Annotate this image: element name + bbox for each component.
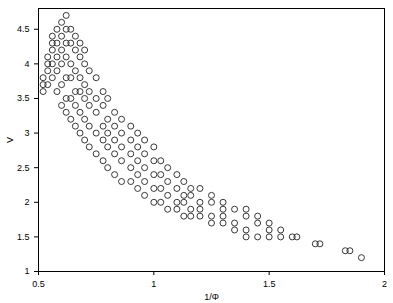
svg-text:2.5: 2.5 <box>17 163 30 173</box>
svg-text:1.5: 1.5 <box>17 232 30 242</box>
svg-text:1.5: 1.5 <box>263 279 276 289</box>
svg-text:3.5: 3.5 <box>17 93 30 103</box>
svg-text:1: 1 <box>24 266 29 276</box>
svg-text:2: 2 <box>24 197 29 207</box>
svg-text:V: V <box>5 137 15 143</box>
svg-text:3: 3 <box>24 128 29 138</box>
svg-text:1/Φ: 1/Φ <box>204 292 219 302</box>
svg-text:1: 1 <box>151 279 156 289</box>
svg-text:4.5: 4.5 <box>17 24 30 34</box>
svg-text:4: 4 <box>24 59 29 69</box>
svg-text:2: 2 <box>382 279 387 289</box>
svg-text:0.5: 0.5 <box>32 279 45 289</box>
